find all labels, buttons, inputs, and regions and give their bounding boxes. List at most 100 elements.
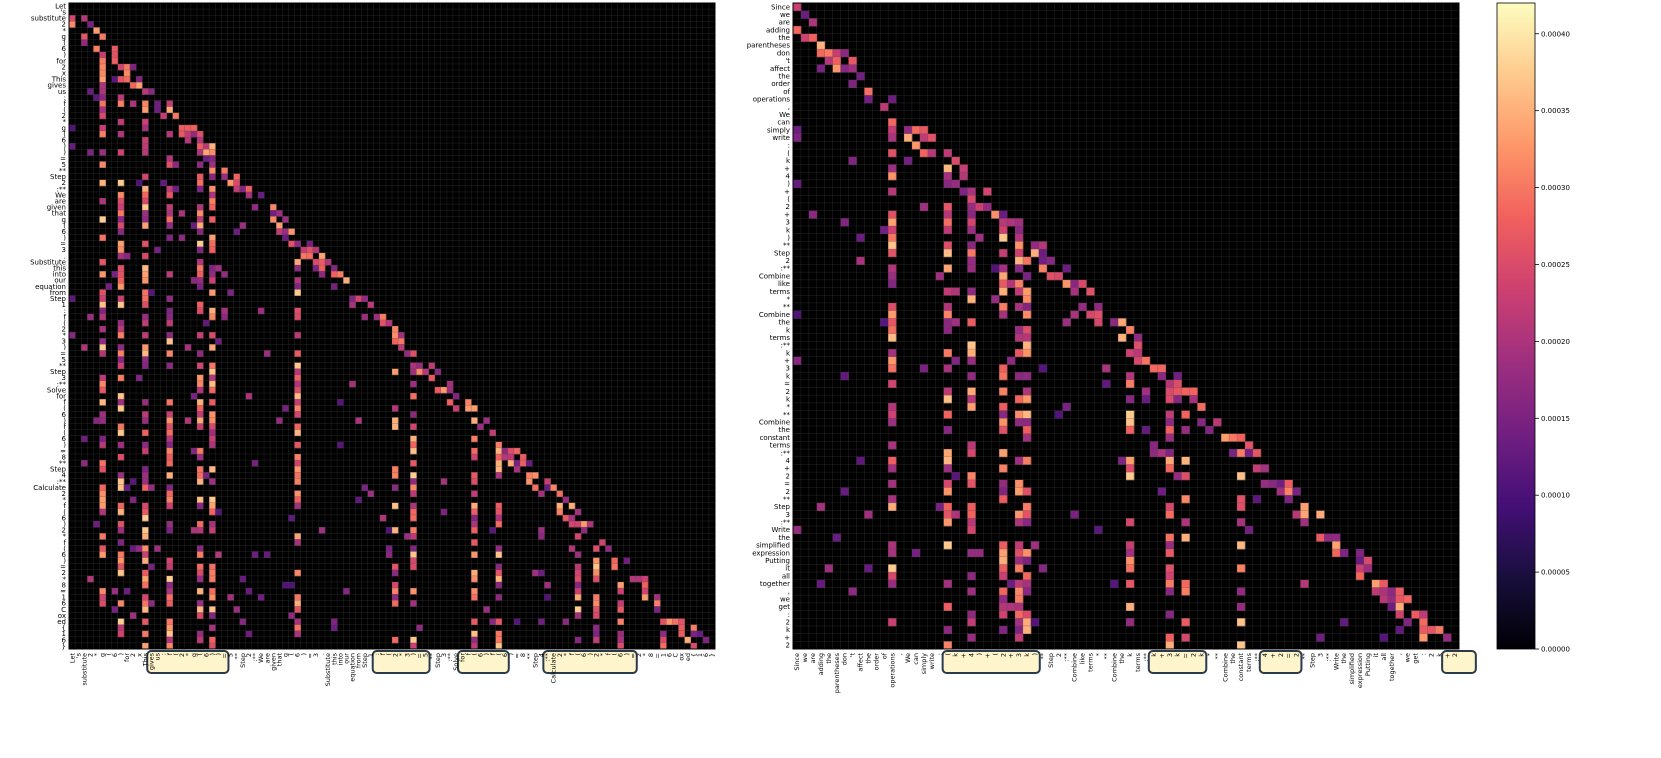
heatmap-cell — [117, 441, 125, 449]
heatmap-cell — [943, 210, 952, 219]
heatmap-cell — [1181, 410, 1190, 419]
x-highlight-box — [457, 650, 510, 674]
heatmap-cell — [568, 514, 576, 522]
heatmap-cell — [1062, 318, 1071, 327]
heatmap-cell — [343, 588, 350, 595]
x-highlight-box — [941, 650, 1041, 674]
heatmap-cell — [1007, 279, 1016, 288]
x-tick-label: 8 — [647, 653, 655, 657]
y-tick-label: 2 — [62, 490, 66, 498]
heatmap-cell — [196, 374, 204, 382]
x-tick-label: ) — [507, 653, 515, 656]
x-tick-label: ) — [483, 653, 491, 656]
y-tick-label: Step — [50, 466, 66, 474]
heatmap-cell — [99, 594, 106, 601]
heatmap-cell — [245, 588, 253, 595]
heatmap-cell — [196, 362, 204, 370]
heatmap-cell — [943, 510, 952, 519]
x-tick-label: ** — [1301, 652, 1309, 659]
heatmap-cell — [117, 399, 125, 406]
x-tick-label: 6 — [294, 653, 302, 657]
heatmap-cell — [129, 82, 137, 89]
y-tick-label: 6 — [62, 411, 67, 419]
y-tick-label: 's — [60, 9, 66, 17]
heatmap-cell — [142, 222, 149, 229]
heatmap-cell — [209, 161, 216, 168]
heatmap-cell — [196, 575, 204, 583]
heatmap-cell — [142, 118, 149, 126]
colorbar-tick-label: 0.00020 — [1541, 338, 1570, 346]
heatmap-cell — [1141, 387, 1151, 396]
y-tick-label: ) — [63, 441, 66, 449]
heatmap-cell — [888, 218, 897, 227]
heatmap-cell — [209, 191, 216, 199]
heatmap-cell — [196, 423, 204, 430]
x-tick-label: ) — [117, 653, 125, 656]
heatmap-cell — [1118, 318, 1127, 327]
heatmap-cell — [239, 222, 247, 229]
heatmap-cell — [117, 149, 125, 156]
heatmap-cell — [1355, 564, 1365, 573]
heatmap-cell — [209, 569, 216, 577]
y-tick-label: Write — [772, 526, 790, 534]
heatmap-cell — [951, 510, 960, 519]
heatmap-cell — [471, 417, 478, 424]
heatmap-cell — [166, 618, 173, 626]
heatmap-cell — [1379, 595, 1389, 604]
heatmap-grid — [68, 2, 716, 650]
heatmap-cell — [239, 618, 247, 626]
heatmap-cell — [1022, 625, 1032, 635]
heatmap-cell — [967, 349, 976, 358]
x-highlight-box — [542, 650, 638, 674]
heatmap-cell — [392, 636, 399, 644]
heatmap-cell — [888, 264, 897, 273]
heatmap-cell — [142, 362, 149, 370]
heatmap-cell — [209, 185, 216, 193]
heatmap-cell — [1165, 456, 1174, 465]
heatmap-cell — [1015, 518, 1024, 527]
x-tick-label: 4 — [538, 653, 546, 657]
y-tick-label: :** — [781, 519, 791, 527]
heatmap-cell — [999, 233, 1008, 242]
heatmap-cell — [919, 126, 929, 135]
heatmap-cell — [410, 588, 417, 595]
heatmap-cell — [196, 606, 204, 613]
x-tick-label: 6 — [202, 653, 210, 657]
heatmap-cell — [793, 525, 802, 535]
heatmap-cell — [967, 633, 976, 642]
heatmap-cell — [245, 185, 253, 193]
heatmap-cell — [943, 241, 952, 250]
heatmap-cell — [943, 449, 952, 458]
y-tick-label: 3 — [786, 511, 790, 519]
heatmap-cell — [117, 216, 125, 223]
heatmap-cell — [294, 502, 301, 510]
heatmap-cell — [1165, 641, 1174, 649]
heatmap-cell — [166, 575, 173, 583]
heatmap-cell — [856, 456, 865, 465]
y-tick-label: simply — [767, 126, 790, 134]
x-tick-label: = — [653, 653, 661, 658]
heatmap-cell — [1363, 564, 1373, 573]
x-tick-label: Let — [68, 653, 76, 664]
heatmap-cell — [848, 587, 857, 596]
heatmap-cell — [471, 502, 478, 510]
heatmap-cell — [294, 393, 301, 400]
heatmap-cell — [951, 356, 960, 365]
heatmap-cell — [410, 502, 417, 510]
heatmap-cell — [117, 240, 125, 248]
heatmap-cell — [943, 249, 952, 258]
heatmap-cell — [142, 100, 149, 107]
heatmap-cell — [832, 56, 841, 65]
x-tick-label: 2 — [1451, 653, 1459, 657]
heatmap-cell — [379, 514, 387, 522]
x-tick-label: + — [1007, 653, 1015, 658]
heatmap-cell — [294, 496, 301, 504]
heatmap-cell — [166, 502, 173, 510]
heatmap-cell — [99, 216, 106, 223]
heatmap-cell — [1015, 333, 1024, 342]
heatmap-cell — [943, 425, 952, 435]
heatmap-cell — [1015, 395, 1024, 404]
x-tick-label: 3 — [1316, 653, 1324, 657]
heatmap-cell — [1022, 310, 1032, 319]
